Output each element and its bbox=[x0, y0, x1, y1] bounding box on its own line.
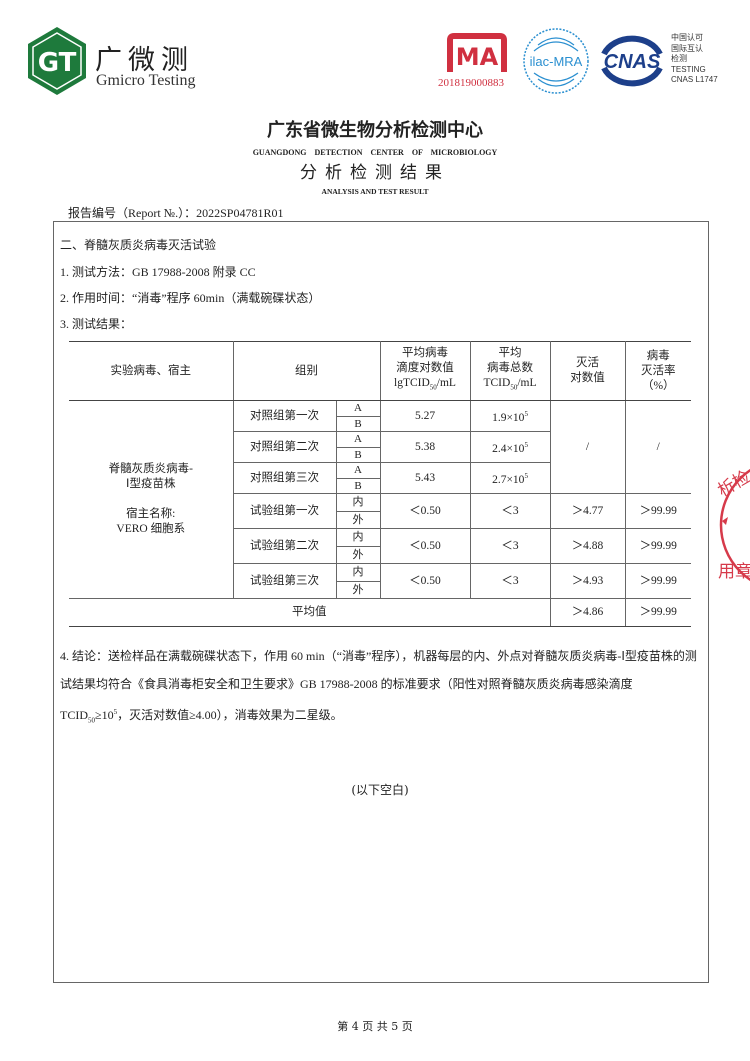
group-cell: 试验组第三次 bbox=[232, 563, 337, 599]
table-row: 脊髓灰质炎病毒- Ⅰ型疫苗株 宿主名称: VERO 细胞系 对照组第一次 A 5.27… bbox=[69, 400, 691, 599]
logo-name-cn: 广微测 bbox=[95, 45, 194, 76]
header-group: 组别 bbox=[232, 341, 381, 401]
sub-cell: B bbox=[335, 415, 381, 432]
header-total: 平均 病毒总数 TCID50/mL bbox=[469, 341, 551, 401]
table-row: 试验组第二次 内 ＜0.50 ＜3 ＞4.88 ＞99.99 bbox=[69, 528, 691, 564]
table-row: 对照组第二次 A 5.38 2.4×105 bbox=[69, 431, 691, 463]
table-header-row: 实验病毒、宿主 组别 平均病毒 滴度对数值 lgTCID50/mL 平均 病毒总数 TC… bbox=[69, 341, 691, 401]
svg-text:用章: 用章 bbox=[718, 562, 750, 582]
average-rate: ＞99.99 bbox=[624, 598, 691, 627]
average-row: 平均值 ＞4.86 ＞99.99 bbox=[69, 598, 691, 627]
cnas-line: 中国认可 bbox=[671, 33, 703, 42]
sub-cell: B bbox=[335, 477, 381, 494]
group-cell: 对照组第三次 bbox=[232, 462, 337, 494]
results-table: 实验病毒、宿主 组别 平均病毒 滴度对数值 lgTCID50/mL 平均 病毒总数 TC… bbox=[69, 341, 691, 627]
sub-cell: 内 bbox=[335, 563, 381, 582]
sub-cell: 外 bbox=[335, 580, 381, 599]
gmicro-logo-icon: GT bbox=[28, 27, 86, 95]
blank-below-note: (以下空白) bbox=[351, 783, 409, 797]
sub-cell: 内 bbox=[335, 493, 381, 512]
doc-title-en: ANALYSIS AND TEST RESULT bbox=[321, 187, 429, 196]
cnas-logo-icon: CNAS bbox=[601, 35, 663, 87]
sub-cell: B bbox=[335, 446, 381, 463]
average-log-kill: ＞4.86 bbox=[549, 598, 626, 627]
page-number: 第 4 页 共 5 页 bbox=[337, 1020, 413, 1033]
titer-cell: ＜0.50 bbox=[379, 528, 471, 564]
header-log-kill: 灭活 对数值 bbox=[549, 341, 626, 401]
conclusion-text: 4. 结论：送检样品在满载碗碟状态下，作用 60 min（“消毒”程序），机器每… bbox=[60, 649, 697, 725]
sub-cell: 外 bbox=[335, 510, 381, 529]
cnas-line: 检测 bbox=[671, 54, 687, 63]
total-cell: 2.7×105 bbox=[469, 462, 551, 494]
official-seal-icon: 析检 用章 bbox=[715, 467, 750, 582]
rate-cell: / bbox=[624, 400, 691, 494]
titer-cell: ＜0.50 bbox=[379, 563, 471, 599]
group-cell: 试验组第二次 bbox=[232, 528, 337, 564]
cnas-line: CNAS L1747 bbox=[671, 75, 718, 84]
logo-name-en: Gmicro Testing bbox=[96, 72, 196, 89]
svg-text:GT: GT bbox=[38, 48, 77, 78]
titer-cell: ＜0.50 bbox=[379, 493, 471, 529]
log-kill-cell: ＞4.93 bbox=[549, 563, 626, 599]
cnas-line: TESTING bbox=[671, 64, 706, 74]
sub-cell: A bbox=[335, 431, 381, 448]
svg-text:ilac-MRA: ilac-MRA bbox=[530, 54, 583, 69]
cma-number: 201819000883 bbox=[438, 77, 504, 89]
ilac-mra-logo-icon: ilac-MRA bbox=[523, 28, 589, 94]
group-cell: 试验组第一次 bbox=[232, 493, 337, 529]
sub-cell: A bbox=[335, 400, 381, 417]
sub-cell: 内 bbox=[335, 528, 381, 547]
action-time: 2. 作用时间：“消毒”程序 60min（满载碗碟状态） bbox=[60, 291, 321, 305]
total-cell: ＜3 bbox=[469, 528, 551, 564]
doc-title-cn: 分析检测结果 bbox=[300, 163, 450, 183]
section-heading: 二、脊髓灰质炎病毒灭活试验 bbox=[60, 238, 217, 252]
cnas-accreditation-text: 中国认可 国际互认 检测 TESTING CNAS L1747 bbox=[671, 33, 718, 86]
titer-cell: 5.43 bbox=[379, 462, 471, 494]
sub-cell: 外 bbox=[335, 545, 381, 564]
results-label: 3. 测试结果： bbox=[60, 317, 133, 331]
content-frame bbox=[53, 221, 709, 983]
log-kill-cell: / bbox=[549, 400, 626, 494]
virus-host-cell: 脊髓灰质炎病毒- Ⅰ型疫苗株 宿主名称: VERO 细胞系 bbox=[69, 400, 234, 599]
group-cell: 对照组第一次 bbox=[232, 400, 337, 432]
table-row: 试验组第三次 内 ＜0.50 ＜3 ＞4.93 ＞99.99 bbox=[69, 563, 691, 599]
svg-text:MA: MA bbox=[456, 43, 499, 71]
cma-logo-icon: MA bbox=[447, 33, 507, 72]
rate-cell: ＞99.99 bbox=[624, 563, 691, 599]
rate-cell: ＞99.99 bbox=[624, 493, 691, 529]
header-titer: 平均病毒 滴度对数值 lgTCID50/mL bbox=[379, 341, 471, 401]
total-cell: ＜3 bbox=[469, 493, 551, 529]
group-cell: 对照组第二次 bbox=[232, 431, 337, 463]
test-method: 1. 测试方法：GB 17988-2008 附录 CC bbox=[60, 265, 256, 279]
report-number: 报告编号（Report №.）：2022SP04781R01 bbox=[68, 206, 284, 220]
svg-text:析检: 析检 bbox=[715, 467, 750, 501]
cnas-line: 国际互认 bbox=[671, 43, 703, 53]
total-cell: ＜3 bbox=[469, 563, 551, 599]
svg-text:CNAS: CNAS bbox=[604, 51, 661, 73]
sub-cell: A bbox=[335, 462, 381, 479]
log-kill-cell: ＞4.88 bbox=[549, 528, 626, 564]
log-kill-cell: ＞4.77 bbox=[549, 493, 626, 529]
total-cell: 2.4×105 bbox=[469, 431, 551, 463]
rate-cell: ＞99.99 bbox=[624, 528, 691, 564]
header-rate: 病毒 灭活率 （%） bbox=[624, 341, 691, 401]
total-cell: 1.9×105 bbox=[469, 400, 551, 432]
table-row: 试验组第一次 内 ＜0.50 ＜3 ＞4.77 ＞99.99 bbox=[69, 493, 691, 529]
header-virus-host: 实验病毒、宿主 bbox=[69, 341, 234, 401]
titer-cell: 5.38 bbox=[379, 431, 471, 463]
center-title-cn: 广东省微生物分析检测中心 bbox=[267, 120, 483, 141]
average-label: 平均值 bbox=[69, 598, 551, 627]
center-title-en: GUANGDONG DETECTION CENTER OF MICROBIOLO… bbox=[252, 148, 498, 157]
titer-cell: 5.27 bbox=[379, 400, 471, 432]
